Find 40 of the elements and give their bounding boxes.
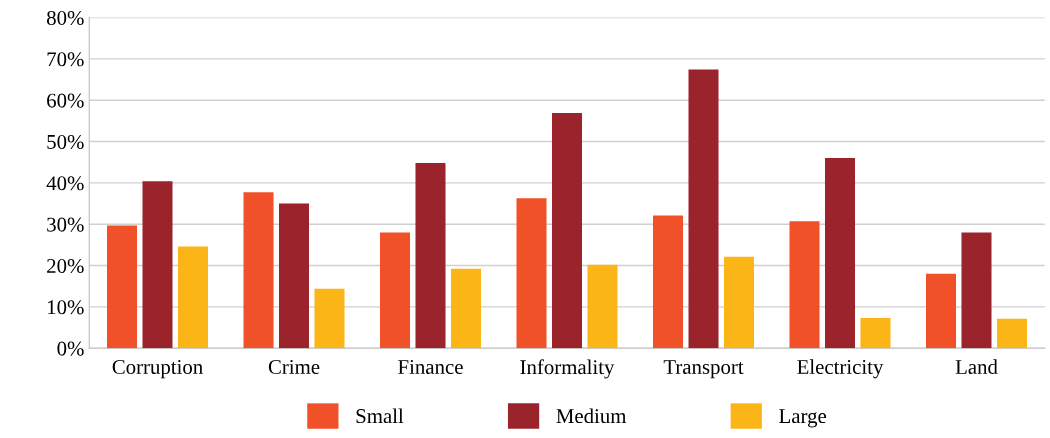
bar [926, 273, 957, 349]
legend-label: Large [779, 409, 827, 428]
y-tick-label: 70% [47, 52, 84, 67]
bar [450, 268, 482, 349]
bar [723, 256, 755, 349]
bar [587, 264, 618, 349]
x-tick-label: Finance [398, 359, 463, 374]
bar [653, 215, 684, 349]
y-tick-label: 60% [47, 93, 84, 108]
legend-label: Medium [556, 408, 627, 424]
bar [243, 192, 274, 349]
y-tick-label: 20% [47, 258, 84, 274]
x-tick-label: Informality [520, 359, 615, 379]
legend-label: Small [356, 408, 404, 424]
bar [177, 246, 209, 349]
bar [142, 181, 173, 349]
x-tick-label: Corruption [112, 359, 203, 379]
y-tick-label: 0% [57, 341, 84, 356]
bar [380, 232, 411, 349]
x-tick-label: Crime [268, 359, 320, 374]
y-tick-label: 30% [47, 217, 84, 232]
y-tick-label: 50% [47, 134, 84, 150]
y-tick-label: 80% [47, 10, 84, 26]
bar [415, 163, 446, 349]
bar [551, 113, 583, 349]
y-tick-label: 10% [48, 300, 84, 315]
bar [824, 158, 856, 349]
bar [278, 203, 310, 349]
y-tick-label: 40% [46, 176, 84, 191]
bar [314, 288, 345, 349]
bar [516, 198, 547, 349]
bar [688, 69, 719, 349]
bar [789, 221, 820, 349]
bar [860, 318, 891, 349]
bar [996, 318, 1027, 349]
bar [961, 232, 992, 349]
bar [106, 225, 138, 349]
x-tick-label: Land [955, 359, 998, 374]
x-tick-label: Electricity [797, 359, 884, 379]
x-tick-label: Transport [663, 360, 744, 379]
